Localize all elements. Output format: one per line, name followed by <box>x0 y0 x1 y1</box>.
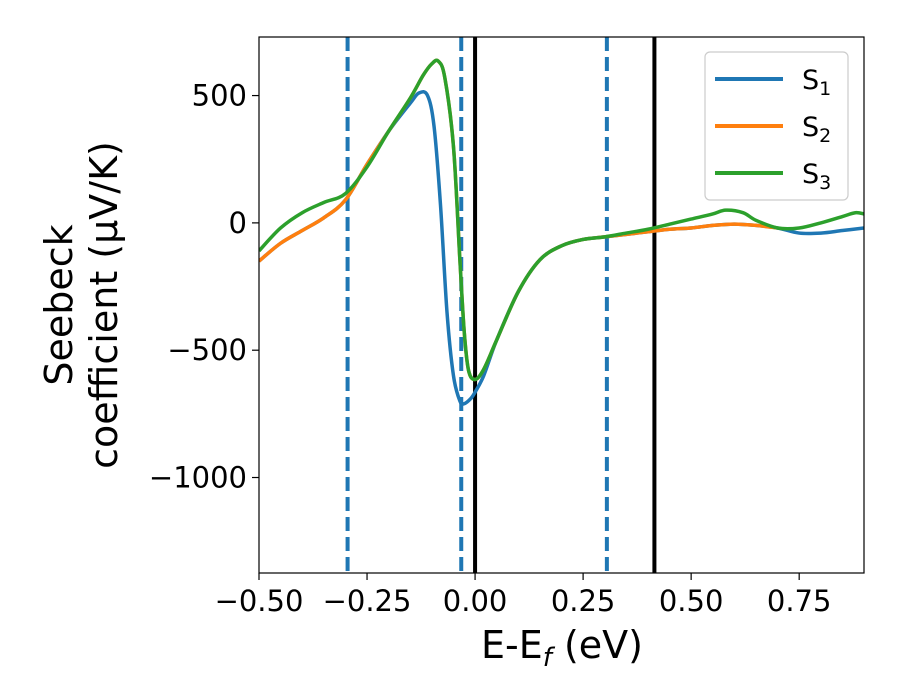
axes-frame <box>258 36 865 574</box>
y-axis-label-line2: coefficient (μV/K) <box>82 141 126 469</box>
x-tick-label: 0.75 <box>767 584 832 618</box>
y-tick-label: 0 <box>229 206 247 240</box>
x-tick-label: −0.25 <box>323 584 412 618</box>
x-tick-label: 0.00 <box>443 584 508 618</box>
y-axis-ticks: 500 0 −500 −1000 <box>149 79 259 495</box>
x-tick-label: 0.25 <box>551 584 616 618</box>
y-axis-label-line1: Seebeck <box>37 224 81 385</box>
legend-label: S2 <box>802 112 831 147</box>
legend-label: S3 <box>802 159 831 194</box>
x-tick-label: −0.50 <box>215 584 304 618</box>
x-tick-label: 0.50 <box>659 584 724 618</box>
series-line-s3 <box>259 58 864 382</box>
axes <box>258 36 865 574</box>
y-tick-label: 500 <box>192 79 247 113</box>
y-tick-label: −1000 <box>149 461 247 495</box>
legend-label: S1 <box>802 65 831 100</box>
x-axis-ticks: −0.50 −0.25 0.00 0.25 0.50 0.75 <box>215 573 832 618</box>
series-lines <box>259 58 864 407</box>
y-axis-label: Seebeck coefficient (μV/K) <box>37 141 126 469</box>
y-tick-label: −500 <box>167 333 247 367</box>
x-axis-label: E-Ef (eV) <box>481 623 643 673</box>
legend: S1 S2 S3 <box>704 51 849 201</box>
